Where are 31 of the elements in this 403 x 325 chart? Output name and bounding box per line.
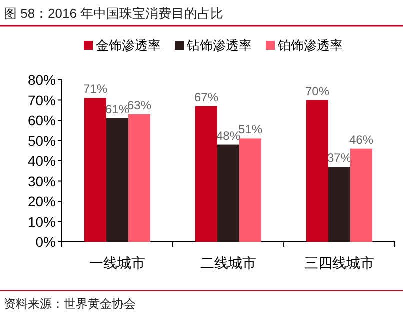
data-label: 67% (194, 90, 219, 104)
y-tick-label: 10% (28, 214, 56, 230)
x-tick-label: 一线城市 (90, 255, 146, 271)
legend-label: 钻饰渗透率 (186, 38, 252, 53)
bar (350, 148, 372, 242)
y-tick-label: 0% (36, 234, 56, 250)
data-label: 46% (349, 132, 374, 147)
text: 资料来源：世界黄金协会 (4, 297, 136, 311)
bar (84, 98, 106, 242)
bar (306, 100, 328, 242)
data-label: 71% (83, 82, 108, 96)
x-tick-label: 三四线城市 (304, 255, 374, 271)
x-tick-label: 二线城市 (200, 255, 256, 271)
legend-label: 金饰渗透率 (96, 38, 161, 53)
legend-label: 铂饰渗透率 (277, 38, 343, 53)
chart-title: 图 58：2016 年中国珠宝消费目的占比 (4, 6, 224, 21)
y-tick-label: 80% (28, 72, 56, 88)
data-label: 51% (238, 122, 263, 137)
bar (328, 167, 350, 242)
y-tick-label: 50% (28, 132, 56, 149)
y-tick-label: 40% (28, 153, 56, 169)
bar (218, 144, 240, 242)
bar (128, 114, 150, 242)
y-tick-label: 30% (28, 173, 56, 190)
y-tick-label: 60% (28, 112, 56, 128)
y-tick-label: 20% (28, 194, 56, 210)
data-label: 70% (305, 84, 330, 98)
bar (106, 118, 128, 242)
y-tick-label: 70% (28, 92, 56, 108)
bar (196, 106, 218, 242)
bar (240, 138, 262, 242)
